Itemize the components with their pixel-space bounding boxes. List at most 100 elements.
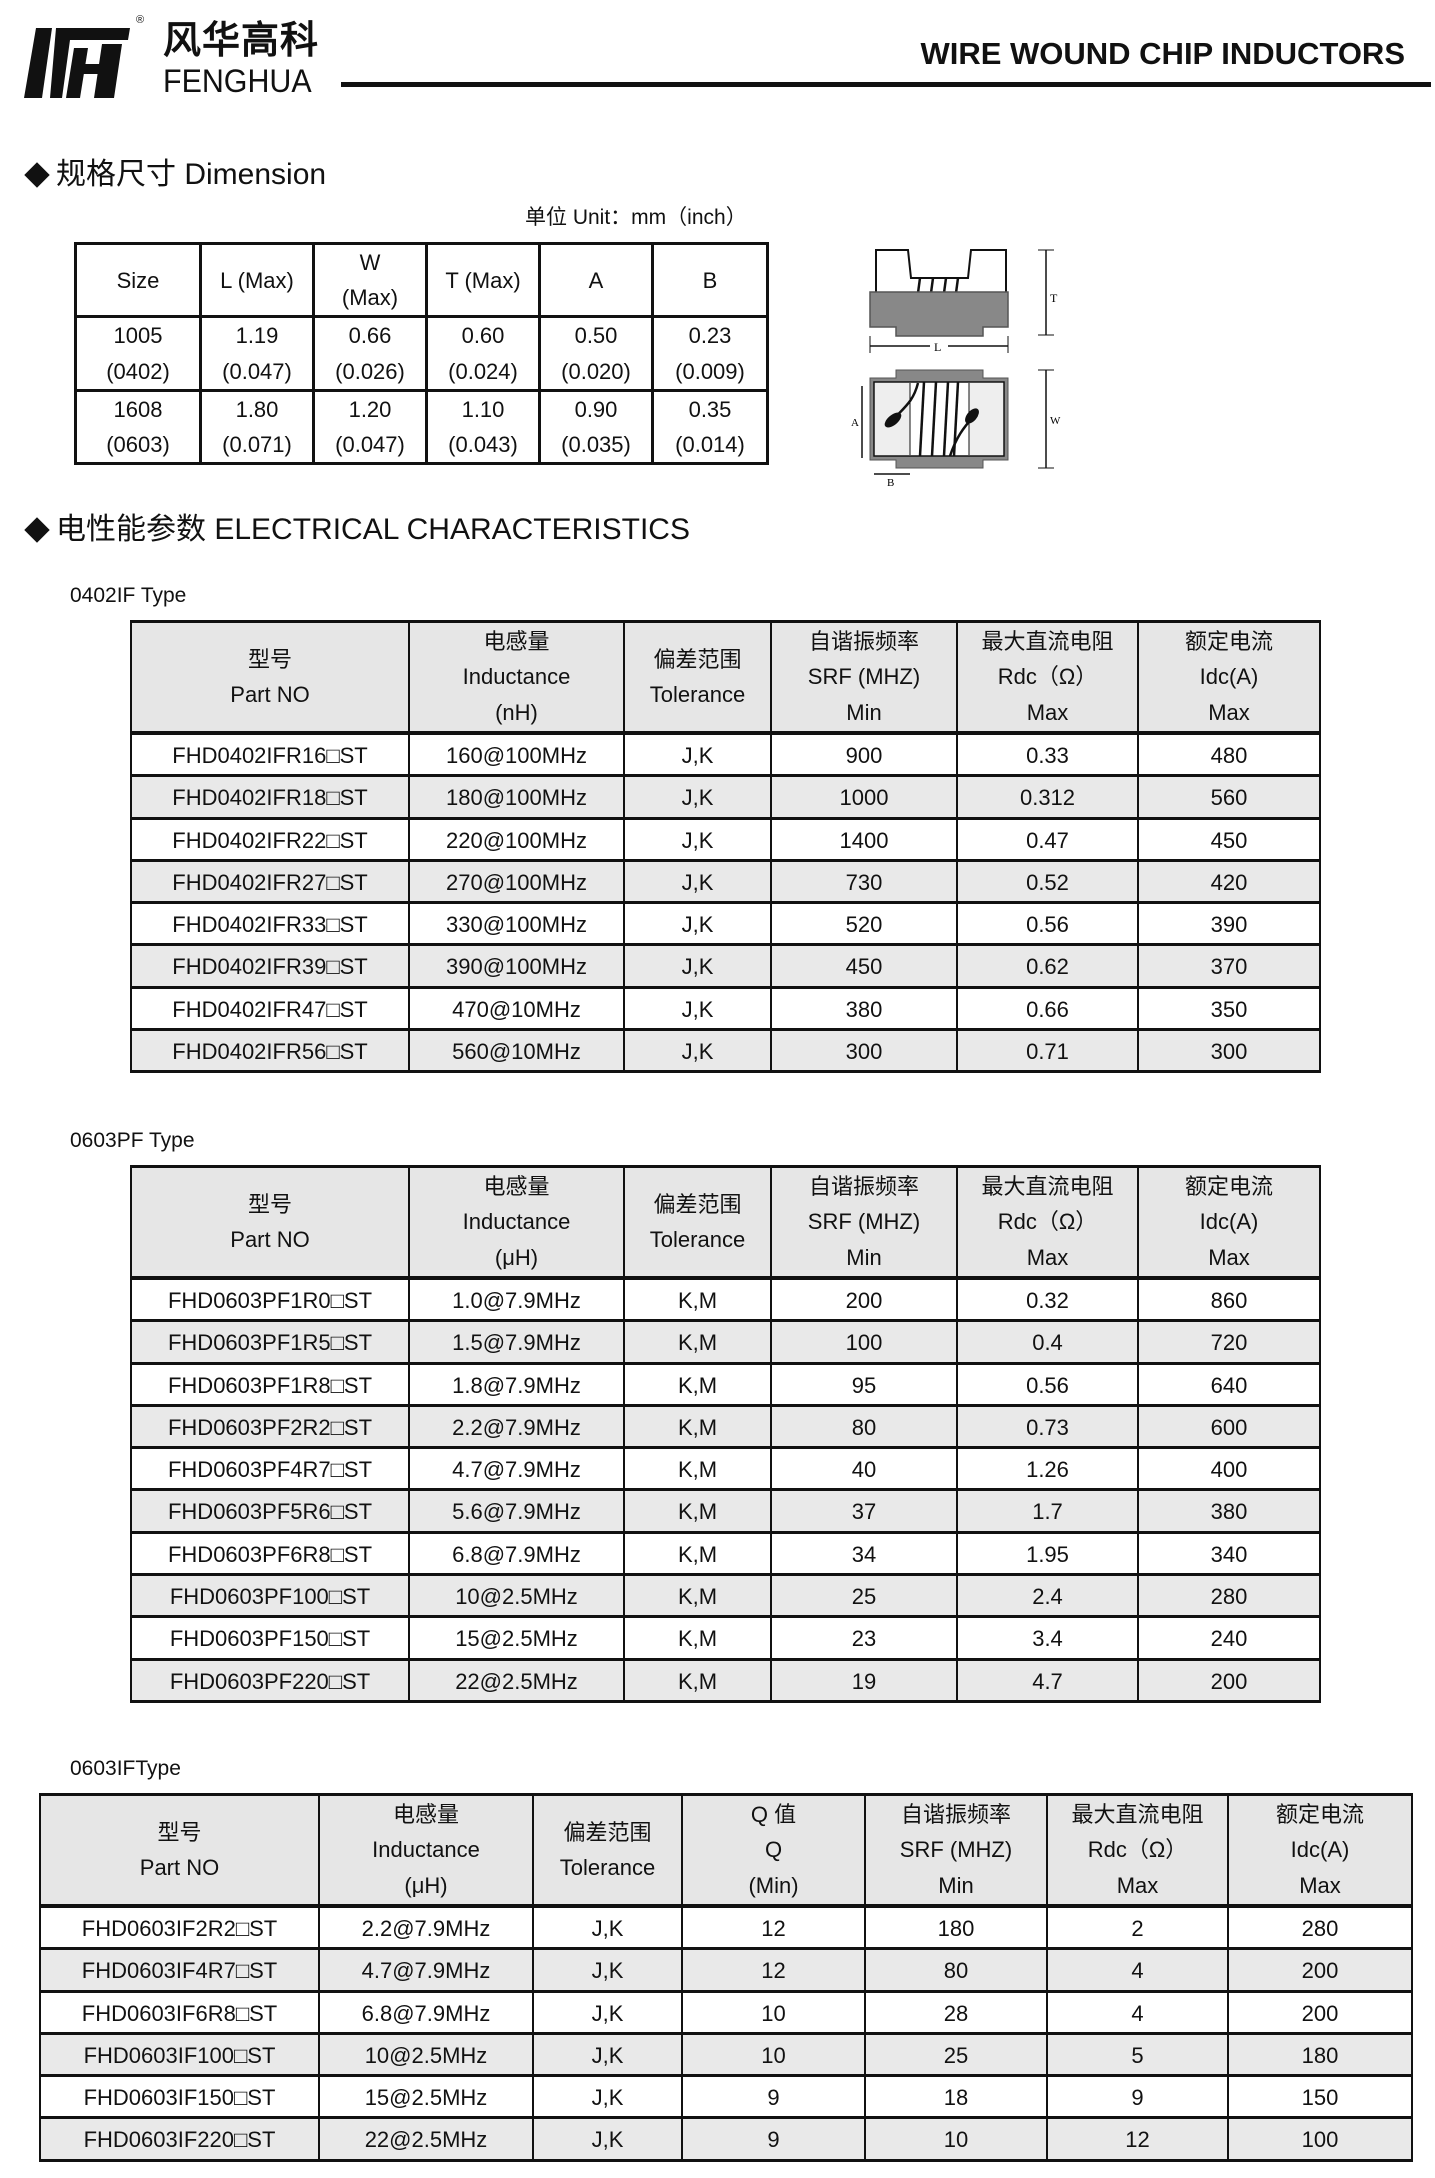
table-cell: 450 <box>770 943 958 989</box>
table-cell: 80 <box>770 1403 958 1450</box>
table-cell: 1005 (0402) <box>74 315 202 392</box>
table-0402if: 型号 Part NO 电感量 Inductance (nH) 偏差范围 Tolerance 自… <box>130 620 1321 1074</box>
cell-line: 0.66 <box>348 323 392 349</box>
table-cell: FHD0603IF6R8□ST <box>39 1989 320 2035</box>
table-cell: K,M <box>623 1319 772 1365</box>
table-cell: 220@100MHz <box>408 816 625 862</box>
table-cell: 6.8@7.9MHz <box>318 1989 534 2035</box>
table-cell: 720 <box>1137 1319 1321 1365</box>
header-divider <box>341 82 1431 87</box>
inductor-dimension-diagram: T L A W B <box>851 249 1061 489</box>
cell-line: Part NO <box>139 1855 220 1880</box>
column-header: 偏差范围 Tolerance <box>623 620 772 735</box>
table-cell: J,K <box>532 2031 683 2078</box>
table-cell: 0.90 (0.035) <box>538 388 654 466</box>
table-cell: 640 <box>1137 1361 1321 1407</box>
table-cell: 1.80 (0.071) <box>199 388 315 466</box>
table-row: 1005 (0402) 1.19 (0.047) 0.66 (0.026) 0.60 (0.0… <box>74 315 769 392</box>
column-header: A <box>538 241 654 319</box>
cell-line: 1.20 <box>348 396 392 422</box>
table-row: FHD0603PF6R8□ST 6.8@7.9MHz K,M 34 1.95 340 <box>130 1530 1321 1577</box>
cell-line: A <box>588 267 604 293</box>
table-cell: 28 <box>864 1989 1048 2035</box>
table-row: 1608 (0603) 1.80 (0.071) 1.20 (0.047) 1.10 (0.0… <box>74 388 769 466</box>
table-cell: J,K <box>623 1028 772 1074</box>
table-cell: 5.6@7.9MHz <box>408 1488 625 1534</box>
label-b: B <box>887 477 894 489</box>
cell-line: L (Max) <box>220 267 294 293</box>
table-cell: 0.312 <box>956 774 1139 820</box>
table-cell: 400 <box>1137 1446 1321 1492</box>
table-cell: 10 <box>864 2116 1048 2162</box>
table-row: FHD0603IF150□ST 15@2.5MHz J,K 9 18 9 150 <box>39 2074 1413 2120</box>
cell-line: (0402) <box>106 358 170 384</box>
table-cell: 160@100MHz <box>408 731 625 778</box>
cell-line: Part NO <box>230 1227 310 1252</box>
cell-line: Max <box>1026 1244 1069 1270</box>
table-cell: 4 <box>1046 1947 1229 1993</box>
table-row: FHD0402IFR16□ST 160@100MHz J,K 900 0.33 480 <box>130 731 1321 778</box>
top-view: A W B <box>851 369 1061 489</box>
cell-line: (0.035) <box>561 431 631 457</box>
table-cell: 3.4 <box>956 1615 1139 1661</box>
table-cell: 520 <box>770 901 958 947</box>
table-cell: FHD0603PF1R8□ST <box>130 1361 410 1407</box>
cell-line: (nH) <box>495 699 538 725</box>
table-cell: 37 <box>770 1488 958 1534</box>
table-cell: 10@2.5MHz <box>318 2031 534 2078</box>
table-cell: 0.4 <box>956 1319 1139 1365</box>
column-header: 电感量 Inductance (μH) <box>408 1165 625 1280</box>
table-cell: 240 <box>1137 1615 1321 1661</box>
column-header: W (Max) <box>312 241 428 319</box>
table-cell: FHD0603PF2R2□ST <box>130 1403 410 1450</box>
diamond-bullet-icon <box>24 161 50 188</box>
table-cell: 200 <box>1137 1657 1321 1703</box>
table-cell: 4 <box>1046 1989 1229 2035</box>
cell-line: 0.60 <box>461 323 505 349</box>
column-header: T (Max) <box>425 241 541 319</box>
table-cell: 40 <box>770 1446 958 1492</box>
cell-line: 1608 <box>113 396 163 422</box>
table-cell: 2.2@7.9MHz <box>408 1403 625 1450</box>
table-cell: K,M <box>623 1530 772 1577</box>
column-header: 型号 Part NO <box>130 620 410 735</box>
table-cell: 450 <box>1137 816 1321 862</box>
table-cell: 0.56 <box>956 901 1139 947</box>
table-cell: 280 <box>1227 1904 1413 1951</box>
table-cell: 340 <box>1137 1530 1321 1577</box>
table-cell: FHD0402IFR39□ST <box>130 943 410 989</box>
table-row: FHD0603PF100□ST 10@2.5MHz K,M 25 2.4 280 <box>130 1573 1321 1619</box>
cell-line: Rdc（Ω） <box>997 1209 1098 1235</box>
table-cell: 270@100MHz <box>408 858 625 905</box>
cell-line: (Max) <box>341 285 399 311</box>
table-cell: 6.8@7.9MHz <box>408 1530 625 1577</box>
table-cell: J,K <box>532 1904 683 1951</box>
cell-line: (0.047) <box>222 358 292 384</box>
column-header: 电感量 Inductance (μH) <box>318 1793 534 1908</box>
table-cell: 0.73 <box>956 1403 1139 1450</box>
cell-line: 电感量 <box>392 1802 459 1828</box>
table-cell: FHD0402IFR22□ST <box>130 816 410 862</box>
table-cell: 2.4 <box>956 1573 1139 1619</box>
cell-line: 0.90 <box>574 396 618 422</box>
cell-line: 偏差范围 <box>653 646 742 672</box>
cell-line: Idc(A) <box>1199 1209 1259 1235</box>
table-cell: FHD0402IFR47□ST <box>130 985 410 1032</box>
table-cell: 15@2.5MHz <box>408 1615 625 1661</box>
table-row: FHD0402IFR27□ST 270@100MHz J,K 730 0.52 420 <box>130 858 1321 905</box>
table-row: FHD0402IFR33□ST 330@100MHz J,K 520 0.56 390 <box>130 901 1321 947</box>
table-cell: FHD0603PF6R8□ST <box>130 1530 410 1577</box>
cell-line: 电感量 <box>483 1174 550 1200</box>
table-cell: 330@100MHz <box>408 901 625 947</box>
cell-line: Q 值 <box>750 1802 797 1828</box>
cell-line: SRF (MHZ) <box>807 1209 921 1235</box>
table-cell: 12 <box>681 1904 866 1951</box>
table-row: FHD0603IF4R7□ST 4.7@7.9MHz J,K 12 80 4 200 <box>39 1947 1413 1993</box>
table-cell: 0.71 <box>956 1028 1139 1074</box>
cell-line: Rdc（Ω） <box>1087 1837 1188 1863</box>
table-cell: 200 <box>1227 1989 1413 2035</box>
table-row: FHD0603PF2R2□ST 2.2@7.9MHz K,M 80 0.73 600 <box>130 1403 1321 1450</box>
table-cell: 480 <box>1137 731 1321 778</box>
table-row: FHD0603PF4R7□ST 4.7@7.9MHz K,M 40 1.26 400 <box>130 1446 1321 1492</box>
